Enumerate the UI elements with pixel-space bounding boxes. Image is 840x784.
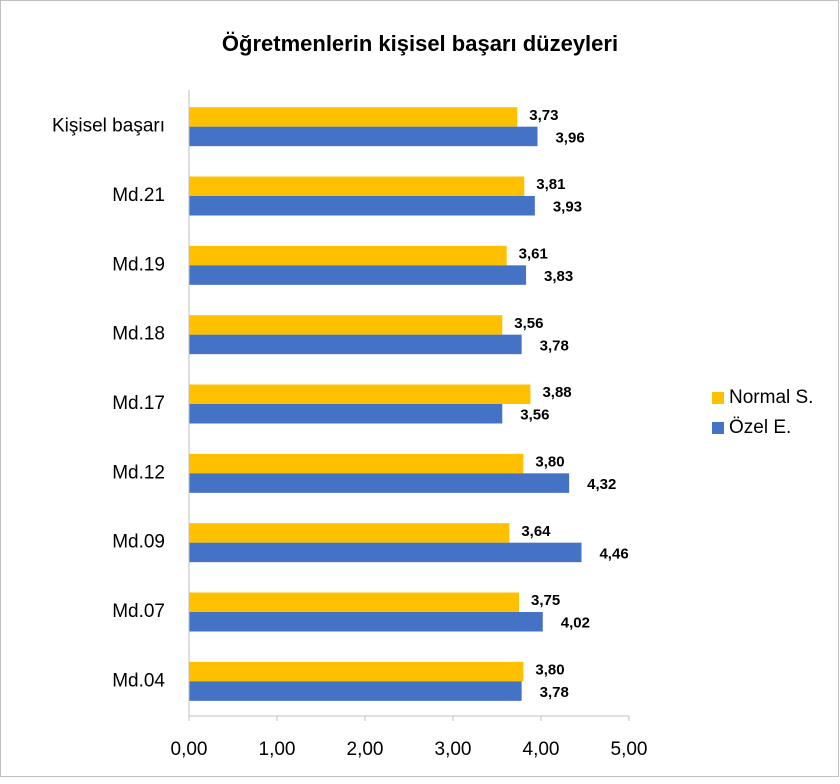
value-label: 3,80 [535, 454, 564, 471]
bar [189, 453, 524, 474]
bar [189, 315, 503, 335]
bar [189, 245, 507, 266]
value-label: 3,61 [519, 246, 548, 263]
value-label: 3,56 [520, 407, 549, 424]
bar [189, 473, 570, 493]
bar [189, 523, 510, 543]
value-label: 3,64 [521, 523, 551, 540]
y-tick-label: Md.07 [112, 601, 165, 622]
x-tick-label: 2,00 [347, 739, 384, 760]
x-tick-label: 4,00 [523, 739, 560, 760]
bar [189, 176, 525, 196]
y-tick-label: Kişisel başarı [52, 116, 165, 137]
value-label: 4,32 [587, 476, 616, 493]
value-label: 3,93 [553, 199, 582, 216]
legend-swatch [712, 392, 724, 404]
x-tick-label: 3,00 [435, 739, 472, 760]
bar [189, 334, 522, 355]
chart-title: Öğretmenlerin kişisel başarı düzeyleri [222, 31, 618, 56]
x-tick-label: 0,00 [171, 739, 208, 760]
bar [189, 126, 538, 147]
legend-swatch [712, 422, 724, 434]
value-label: 3,83 [544, 268, 573, 285]
value-label: 3,75 [531, 592, 560, 609]
value-label: 3,56 [514, 315, 543, 332]
value-label: 3,81 [536, 176, 565, 193]
bar [189, 196, 535, 216]
y-tick-label: Md.21 [112, 185, 165, 206]
bar [189, 542, 582, 563]
y-tick-label: Md.12 [112, 462, 165, 483]
bar [189, 265, 527, 285]
x-tick-label: 1,00 [259, 739, 296, 760]
bar [189, 612, 543, 632]
bar [189, 661, 524, 682]
y-tick-label: Md.18 [112, 324, 165, 345]
y-tick-label: Md.04 [112, 670, 165, 691]
bar [189, 404, 503, 424]
y-tick-label: Md.17 [112, 393, 165, 414]
bar [189, 681, 522, 701]
y-tick-label: Md.19 [112, 254, 165, 275]
value-label: 3,78 [540, 684, 569, 701]
value-label: 3,88 [542, 384, 571, 401]
y-tick-label: Md.09 [112, 532, 165, 553]
value-label: 3,96 [555, 129, 584, 146]
legend-label: Özel E. [729, 417, 791, 438]
bar [189, 107, 518, 127]
value-label: 3,73 [529, 107, 558, 124]
x-tick-label: 5,00 [611, 739, 648, 760]
legend-label: Normal S. [729, 387, 813, 408]
bar [189, 384, 531, 404]
bar [189, 592, 519, 612]
value-label: 4,46 [599, 545, 628, 562]
value-label: 3,80 [535, 662, 564, 679]
value-label: 3,78 [540, 337, 569, 354]
value-label: 4,02 [561, 615, 590, 632]
